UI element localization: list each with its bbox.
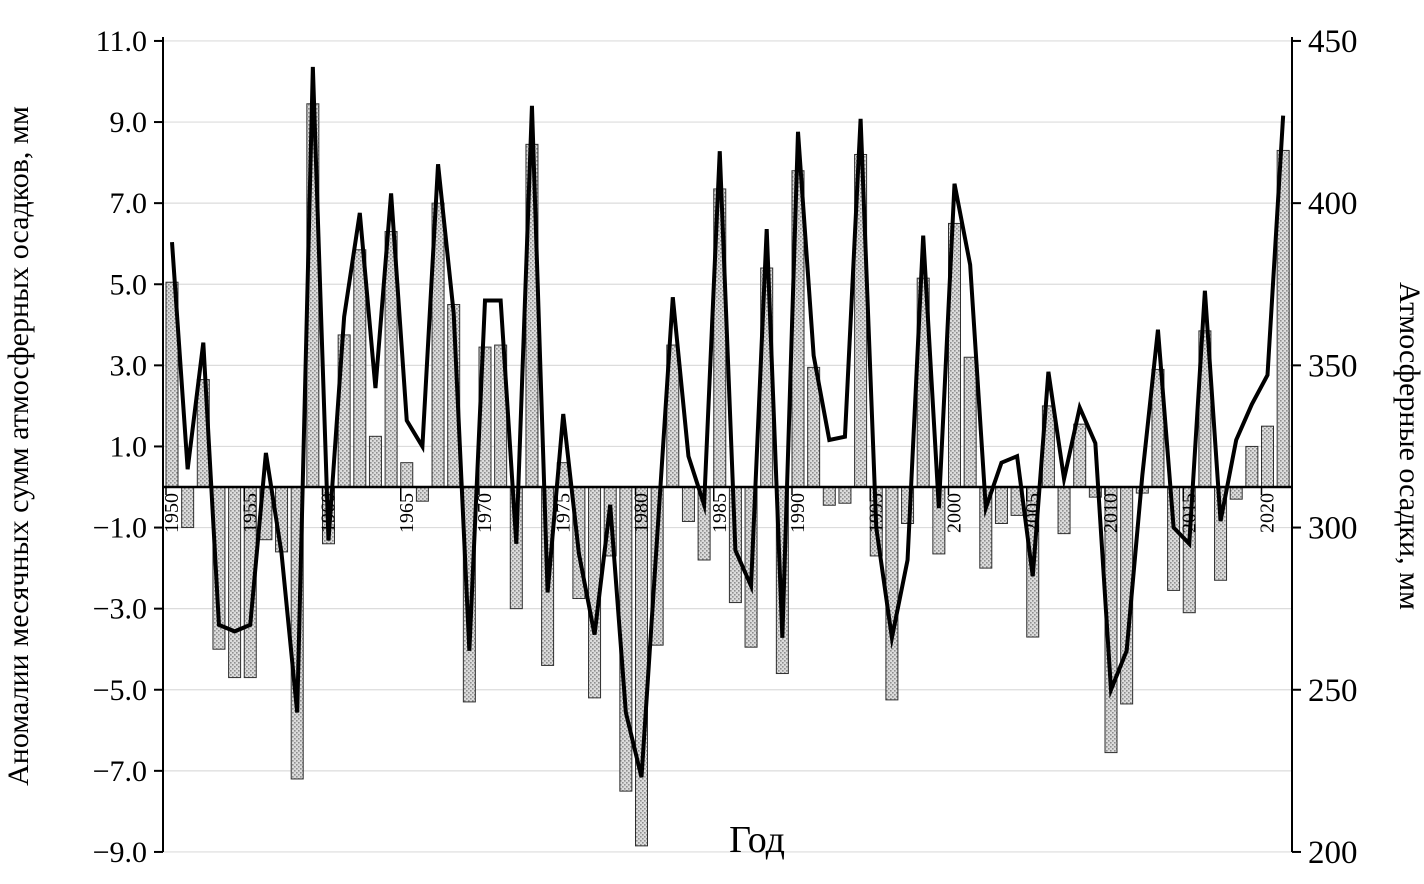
bar-1963 — [368, 435, 382, 488]
left-axis-tick-label: 3.0 — [110, 349, 148, 382]
left-axis-tick-label: −1.0 — [93, 512, 147, 545]
right-axis-tick-label: 450 — [1308, 24, 1358, 60]
year-label: 1995 — [865, 493, 887, 533]
left-axis-tick-label: 1.0 — [110, 430, 148, 463]
precipitation-line — [170, 66, 1286, 778]
year-label: 1960 — [318, 493, 340, 533]
left-axis-tick-label: 7.0 — [110, 187, 148, 220]
year-label: 2020 — [1257, 493, 1279, 533]
left-axis-tick-label: 5.0 — [110, 268, 148, 301]
bar-2020 — [1261, 425, 1274, 488]
left-axis-tick-label: −5.0 — [93, 674, 147, 707]
year-label: 2005 — [1022, 493, 1044, 533]
left-axis-tick-label: −9.0 — [93, 836, 147, 869]
precipitation-line-path — [170, 66, 1286, 778]
bar-2003 — [994, 486, 1008, 524]
year-label: 1990 — [787, 493, 809, 533]
bar-2001 — [963, 356, 977, 488]
left-axis-tick-label: 9.0 — [110, 106, 148, 139]
axes — [154, 36, 1301, 853]
year-label: 1955 — [239, 493, 261, 533]
axis-labels: 11.0 9.0 7.0 5.0 3.0 1.0 −1.0 −3.0 −5.0 −7.0 −9.0 4… — [2, 24, 1424, 871]
bar-1962 — [353, 249, 367, 488]
year-label: 1965 — [396, 493, 418, 533]
right-axis-title: Атмосферные осадки, мм — [1393, 282, 1424, 610]
year-label: 1950 — [161, 493, 183, 533]
right-axis-tick-label: 250 — [1308, 673, 1358, 709]
bar-2019 — [1245, 445, 1259, 488]
right-axis-tick-label: 400 — [1308, 186, 1358, 222]
bar-1980 — [635, 486, 648, 847]
bar-1993 — [838, 486, 852, 504]
bar-1951 — [181, 486, 195, 529]
gridlines — [163, 40, 1292, 853]
right-axis-tick-label: 300 — [1308, 511, 1358, 547]
bar-2018 — [1229, 486, 1243, 500]
bar-1983 — [681, 486, 695, 522]
year-label: 2010 — [1100, 493, 1122, 533]
left-axis-tick-label: −7.0 — [93, 755, 147, 788]
bar-1966 — [415, 486, 429, 502]
x-axis-title: Год — [729, 819, 785, 861]
year-label: 1975 — [552, 493, 574, 533]
bar-1965 — [400, 462, 414, 488]
year-label: 2000 — [944, 493, 966, 533]
left-axis-tick-label: 11.0 — [96, 25, 147, 58]
right-axis-tick-label: 200 — [1308, 835, 1358, 871]
bar-1996 — [885, 486, 899, 701]
year-label: 1985 — [709, 493, 731, 533]
year-label: 1970 — [474, 493, 496, 533]
left-axis-tick-label: −3.0 — [93, 593, 147, 626]
bar-1992 — [822, 486, 836, 506]
left-axis-title: Аномалии месячных сумм атмосферных осадк… — [2, 106, 35, 786]
year-label: 2015 — [1178, 493, 1200, 533]
bar-2007 — [1057, 486, 1071, 535]
year-label: 1980 — [631, 493, 653, 533]
right-axis-tick-label: 350 — [1308, 348, 1358, 384]
